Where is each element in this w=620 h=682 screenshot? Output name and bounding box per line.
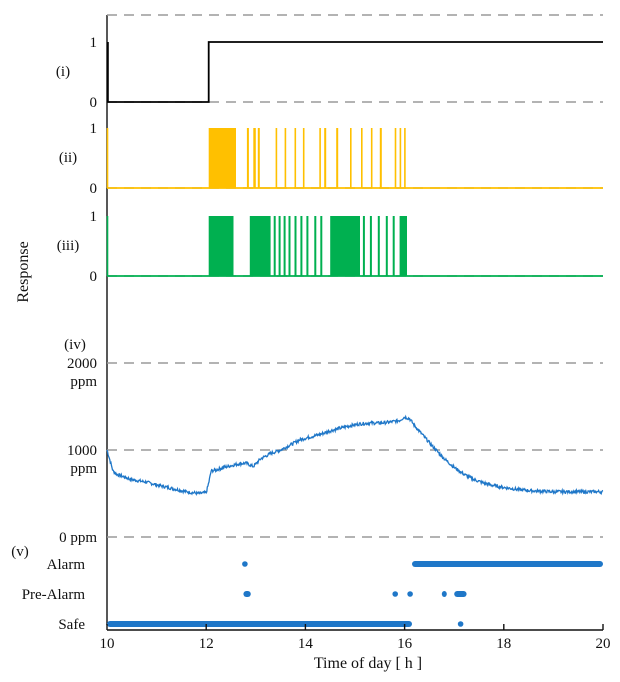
panel-ii-pulse-8 [319, 128, 321, 188]
panel-ii-pulse-0 [208, 128, 236, 188]
panel-i-tick-0: 0 [90, 95, 98, 111]
panel-iii-pulse-16 [392, 216, 395, 276]
panel-iii-pulse-9 [314, 216, 317, 276]
panel-ii-pulse-13 [370, 128, 373, 188]
panel-iv-label: (iv) [64, 337, 86, 353]
panel-ii-tick-1: 1 [90, 121, 98, 137]
panel-v-pre-alarm-marker-1 [392, 591, 399, 597]
panel-iii-pulse-14 [377, 216, 380, 276]
panel-iii-pulse-12 [362, 216, 365, 276]
panel-v-level-alarm: Alarm [47, 557, 86, 573]
panel-ii-pulse-10 [336, 128, 339, 188]
panel-i-label: (i) [56, 64, 70, 80]
panel-iii-pulse-0 [208, 216, 234, 276]
panel-iii-pulse-11 [330, 216, 360, 276]
panel-iii-pulse-10 [320, 216, 323, 276]
panel-v-safe-marker-1 [457, 621, 464, 627]
panel-ii-pulse-14 [379, 128, 382, 188]
panel-ii-pulse-11 [350, 128, 352, 188]
x-tick-label-18: 18 [496, 636, 511, 652]
panel-iii-pulse-2 [273, 216, 276, 276]
y-axis-label: Response [15, 241, 32, 302]
panel-v-safe-marker-0 [107, 621, 412, 627]
panel-ii-pulse-12 [361, 128, 363, 188]
panel-ii-pulse-15 [394, 128, 397, 188]
panel-ii-pulse-2 [253, 128, 256, 188]
panel-ii-pulse-3 [257, 128, 260, 188]
panel-iv-unit-1000: ppm [70, 461, 97, 477]
panel-ii-label: (ii) [59, 150, 77, 166]
panel-v-pre-alarm-marker-2 [407, 591, 413, 597]
panel-ii-pulse-4 [275, 128, 278, 188]
panel-ii-pulse-17 [404, 128, 406, 188]
x-tick-label-16: 16 [397, 636, 413, 652]
x-tick-label-14: 14 [298, 636, 314, 652]
panel-iii-pulse-4 [283, 216, 286, 276]
panel-i-series-line [107, 41, 603, 103]
panel-v-alarm-run [412, 561, 603, 567]
panel-iii-pulse-7 [300, 216, 303, 276]
panel-v-pre-alarm-marker-0 [243, 591, 251, 597]
panel-iv-tick-1000: 1000 [67, 443, 97, 459]
panel-ii-pulse-1 [246, 128, 249, 188]
panel-v-level-pre-alarm: Pre-Alarm [22, 587, 86, 603]
panel-iv-tick-2000: 2000 [67, 356, 97, 372]
panel-v-label: (v) [11, 544, 29, 560]
panel-ii-pulse-16 [399, 128, 402, 188]
panel-iv-tick-0: 0 ppm [59, 530, 97, 546]
panel-iv-unit-2000: ppm [70, 374, 97, 390]
x-tick-label-20: 20 [596, 636, 611, 652]
panel-iii-pulse-17 [399, 216, 407, 276]
panel-ii-pulse-9 [324, 128, 327, 188]
panel-iii-pulse-1 [249, 216, 271, 276]
x-axis-label: Time of day [ h ] [314, 655, 422, 672]
panel-iii-pulse-3 [278, 216, 281, 276]
x-tick-label-10: 10 [100, 636, 115, 652]
panel-ii-pulse-6 [294, 128, 297, 188]
panel-iii-label: (iii) [57, 238, 80, 254]
panel-iii-tick-0: 0 [90, 269, 98, 285]
panel-iv-co2-line [106, 414, 604, 497]
panel-v-alarm-marker-0 [242, 561, 248, 567]
panel-ii-pulse-5 [284, 128, 287, 188]
panel-iii-pulse-6 [294, 216, 297, 276]
panel-iii-pulse-8 [306, 216, 309, 276]
x-tick-label-12: 12 [199, 636, 214, 652]
panel-v-pre-alarm-marker-3 [441, 591, 447, 597]
panel-iii-pulse-5 [288, 216, 291, 276]
panel-iii-tick-1: 1 [90, 209, 98, 225]
panel-v-level-safe: Safe [58, 617, 85, 633]
panel-ii-tick-0: 0 [90, 181, 98, 197]
panel-iii-pulse-13 [369, 216, 372, 276]
panel-i-tick-1: 1 [90, 35, 98, 51]
panel-v-pre-alarm-marker-4 [454, 591, 467, 597]
panel-iii-pulse-15 [385, 216, 388, 276]
panel-ii-pulse-7 [302, 128, 305, 188]
